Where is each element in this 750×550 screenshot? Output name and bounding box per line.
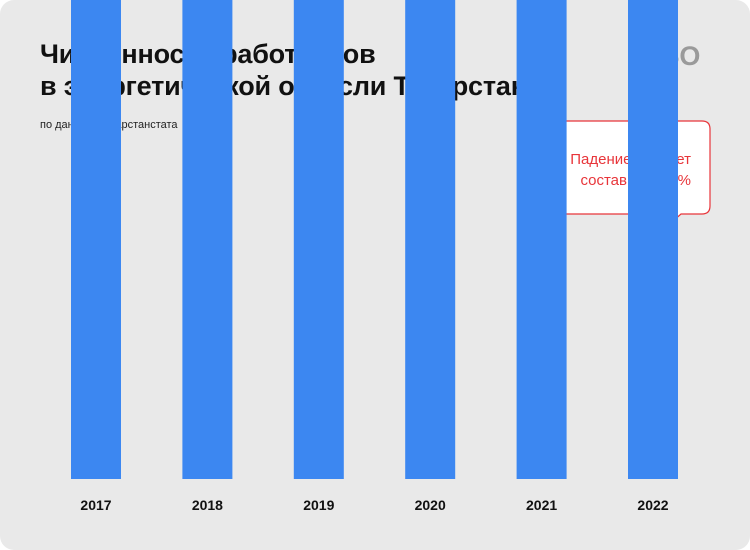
x-tick-label: 2019 — [303, 497, 334, 513]
bar — [516, 0, 567, 479]
chart-title-line-2: в энергетической отрасли Татарстана — [40, 71, 542, 101]
bar — [182, 0, 233, 479]
bar — [293, 0, 344, 479]
bar — [405, 0, 456, 479]
x-tick-label: 2017 — [80, 497, 111, 513]
x-tick-label: 2022 — [637, 497, 668, 513]
bar — [71, 0, 121, 479]
bar — [628, 0, 678, 479]
x-tick-label: 2020 — [415, 497, 446, 513]
x-tick-label: 2018 — [192, 497, 223, 513]
x-tick-label: 2021 — [526, 497, 557, 513]
